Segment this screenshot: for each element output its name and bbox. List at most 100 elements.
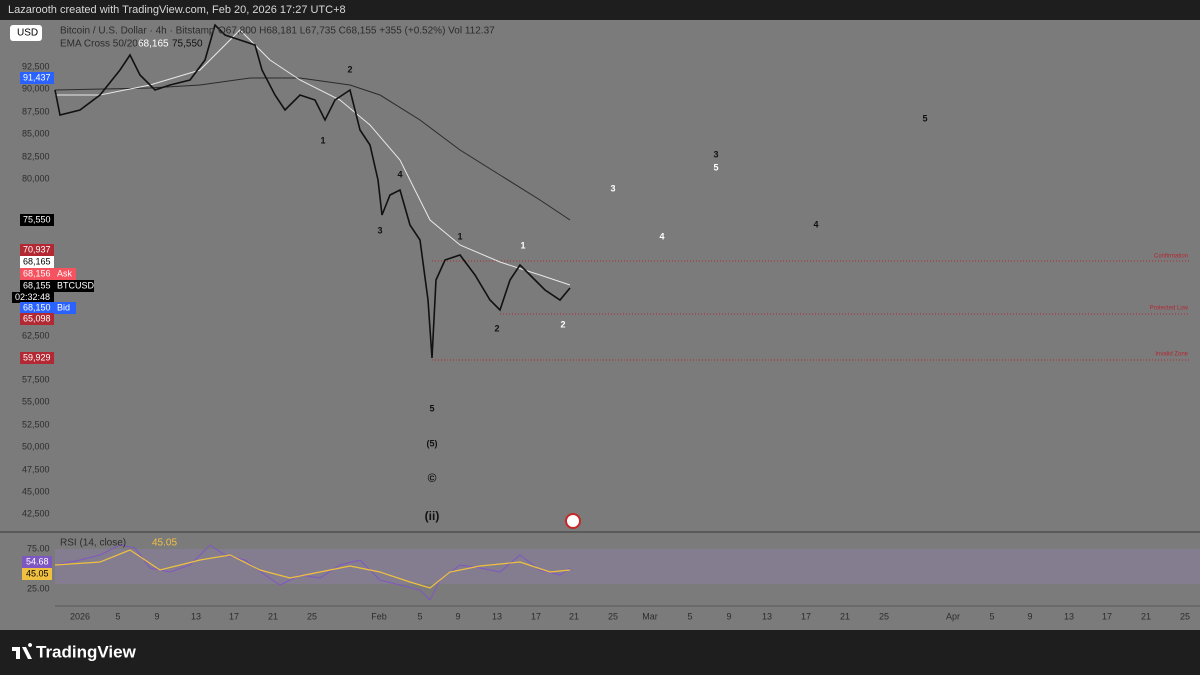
ema-50 [55, 29, 571, 286]
price-tick-label: 87,500 [22, 106, 50, 116]
time-tick-label: 13 [1064, 611, 1074, 621]
price-badge-text: 75,550 [23, 214, 51, 224]
wave-label: (ii) [425, 509, 440, 523]
price-badge-text: 68,156 [23, 268, 51, 278]
price-badge-text: 91,437 [23, 72, 51, 82]
rsi-badge-text: 54.68 [26, 556, 49, 566]
price-tick-label: 90,000 [22, 83, 50, 93]
price-tick-label: 52,500 [22, 419, 50, 429]
price-tick-label: 45,000 [22, 486, 50, 496]
indicator: EMA Cross 50/200 [60, 39, 144, 50]
price-badge-tag-text: Ask [57, 268, 73, 278]
wave-label: 5 [429, 403, 434, 413]
price-badge [20, 352, 54, 364]
wave-label: (5) [427, 438, 438, 448]
time-tick-label: 13 [492, 611, 502, 621]
zone-label: Confirmation [1154, 254, 1188, 260]
time-tick-label: 21 [1141, 611, 1151, 621]
price-tick-label: 85,000 [22, 128, 50, 138]
time-tick-label: 21 [840, 611, 850, 621]
wave-label: 2 [347, 64, 352, 74]
indicator-value: 75,550 [172, 39, 203, 50]
rsi-badge-text: 45.05 [26, 568, 49, 578]
wave-label: 5 [922, 113, 927, 123]
ema-200 [54, 77, 571, 221]
time-tick-label: 2026 [70, 611, 90, 621]
time-tick-label: 9 [726, 611, 731, 621]
countdown-badge [12, 292, 54, 303]
brand: TradingView [36, 642, 137, 661]
time-tick-label: 21 [569, 611, 579, 621]
header-caption: Lazarooth created with TradingView.com, … [8, 4, 346, 16]
price-badge [20, 268, 54, 280]
time-tick-label: 25 [608, 611, 618, 621]
wave-label: 4 [813, 219, 818, 229]
currency[interactable]: USD [17, 28, 38, 39]
price-badge [20, 302, 54, 314]
price-badge-text: 68,150 [23, 302, 51, 312]
wave-label: 3 [377, 225, 382, 235]
price-badge-tag [54, 280, 94, 292]
time-tick-label: 13 [762, 611, 772, 621]
price-badge [20, 214, 54, 226]
rsi-band [55, 549, 1200, 584]
logo-icon [12, 643, 33, 659]
time-tick-label: 25 [1180, 611, 1190, 621]
time-tick-label: 17 [531, 611, 541, 621]
time-tick-label: 17 [229, 611, 239, 621]
price-tick-label: 42,500 [22, 508, 50, 518]
rsi-badge [22, 556, 52, 568]
rsi-ma [54, 549, 571, 589]
time-tick-label: 17 [801, 611, 811, 621]
time-tick-label: 21 [268, 611, 278, 621]
wave-label: 1 [520, 240, 525, 250]
time-tick-label: 25 [879, 611, 889, 621]
price-tick-label: 47,500 [22, 464, 50, 474]
price-badge [20, 313, 54, 325]
zone-label: Protected Low [1150, 306, 1189, 312]
time-tick-label: Mar [642, 611, 658, 621]
ohlc: O67,800 H68,181 L67,735 C68,155 +355 (+0… [218, 26, 495, 37]
price-badge [20, 72, 54, 84]
time-tick-label: 5 [687, 611, 692, 621]
price-tick-label: 57,500 [22, 374, 50, 384]
price-badge-tag-text: BTCUSD [57, 280, 95, 290]
price-badge [20, 280, 54, 292]
wave-label: 4 [397, 169, 402, 179]
rsi-badge [22, 568, 52, 580]
price-tick-label: 50,000 [22, 441, 50, 451]
zone-label: Invalid Zone [1155, 352, 1188, 358]
time-tick-label: 9 [455, 611, 460, 621]
chart-background [0, 20, 1200, 630]
time-tick-label: Feb [371, 611, 387, 621]
wave-label: © [428, 471, 437, 485]
symbol: Bitcoin / U.S. Dollar · 4h · Bitstamp [60, 26, 215, 37]
price-tick-label: 62,500 [22, 330, 50, 340]
price-candles [54, 23, 571, 359]
price-badge-text: 59,929 [23, 352, 51, 362]
price-badge [20, 256, 54, 268]
countdown: 02:32:48 [15, 292, 50, 302]
wave-label: 2 [494, 323, 499, 333]
time-tick-label: Apr [946, 611, 960, 621]
time-tick-label: 13 [191, 611, 201, 621]
price-badge [20, 244, 54, 256]
wave-label: 4 [659, 231, 664, 241]
price-badge-text: 68,155 [23, 280, 51, 290]
price-tick-label: 92,500 [22, 61, 50, 71]
event-icon[interactable] [565, 513, 581, 529]
price-badge-tag [54, 302, 76, 314]
price-badge-text: 68,165 [23, 256, 51, 266]
time-tick-label: 25 [307, 611, 317, 621]
time-tick-label: 5 [115, 611, 120, 621]
wave-label: 3 [610, 183, 615, 193]
rsi-value: 45.05 [152, 538, 177, 549]
price-badge-text: 70,937 [23, 244, 51, 254]
price-tick-label: 80,000 [22, 173, 50, 183]
wave-label: 2 [560, 319, 565, 329]
rsi-tick-label: 25.00 [27, 583, 50, 593]
time-tick-label: 5 [989, 611, 994, 621]
wave-label: 3 [713, 149, 718, 159]
currency-button[interactable] [10, 25, 42, 41]
